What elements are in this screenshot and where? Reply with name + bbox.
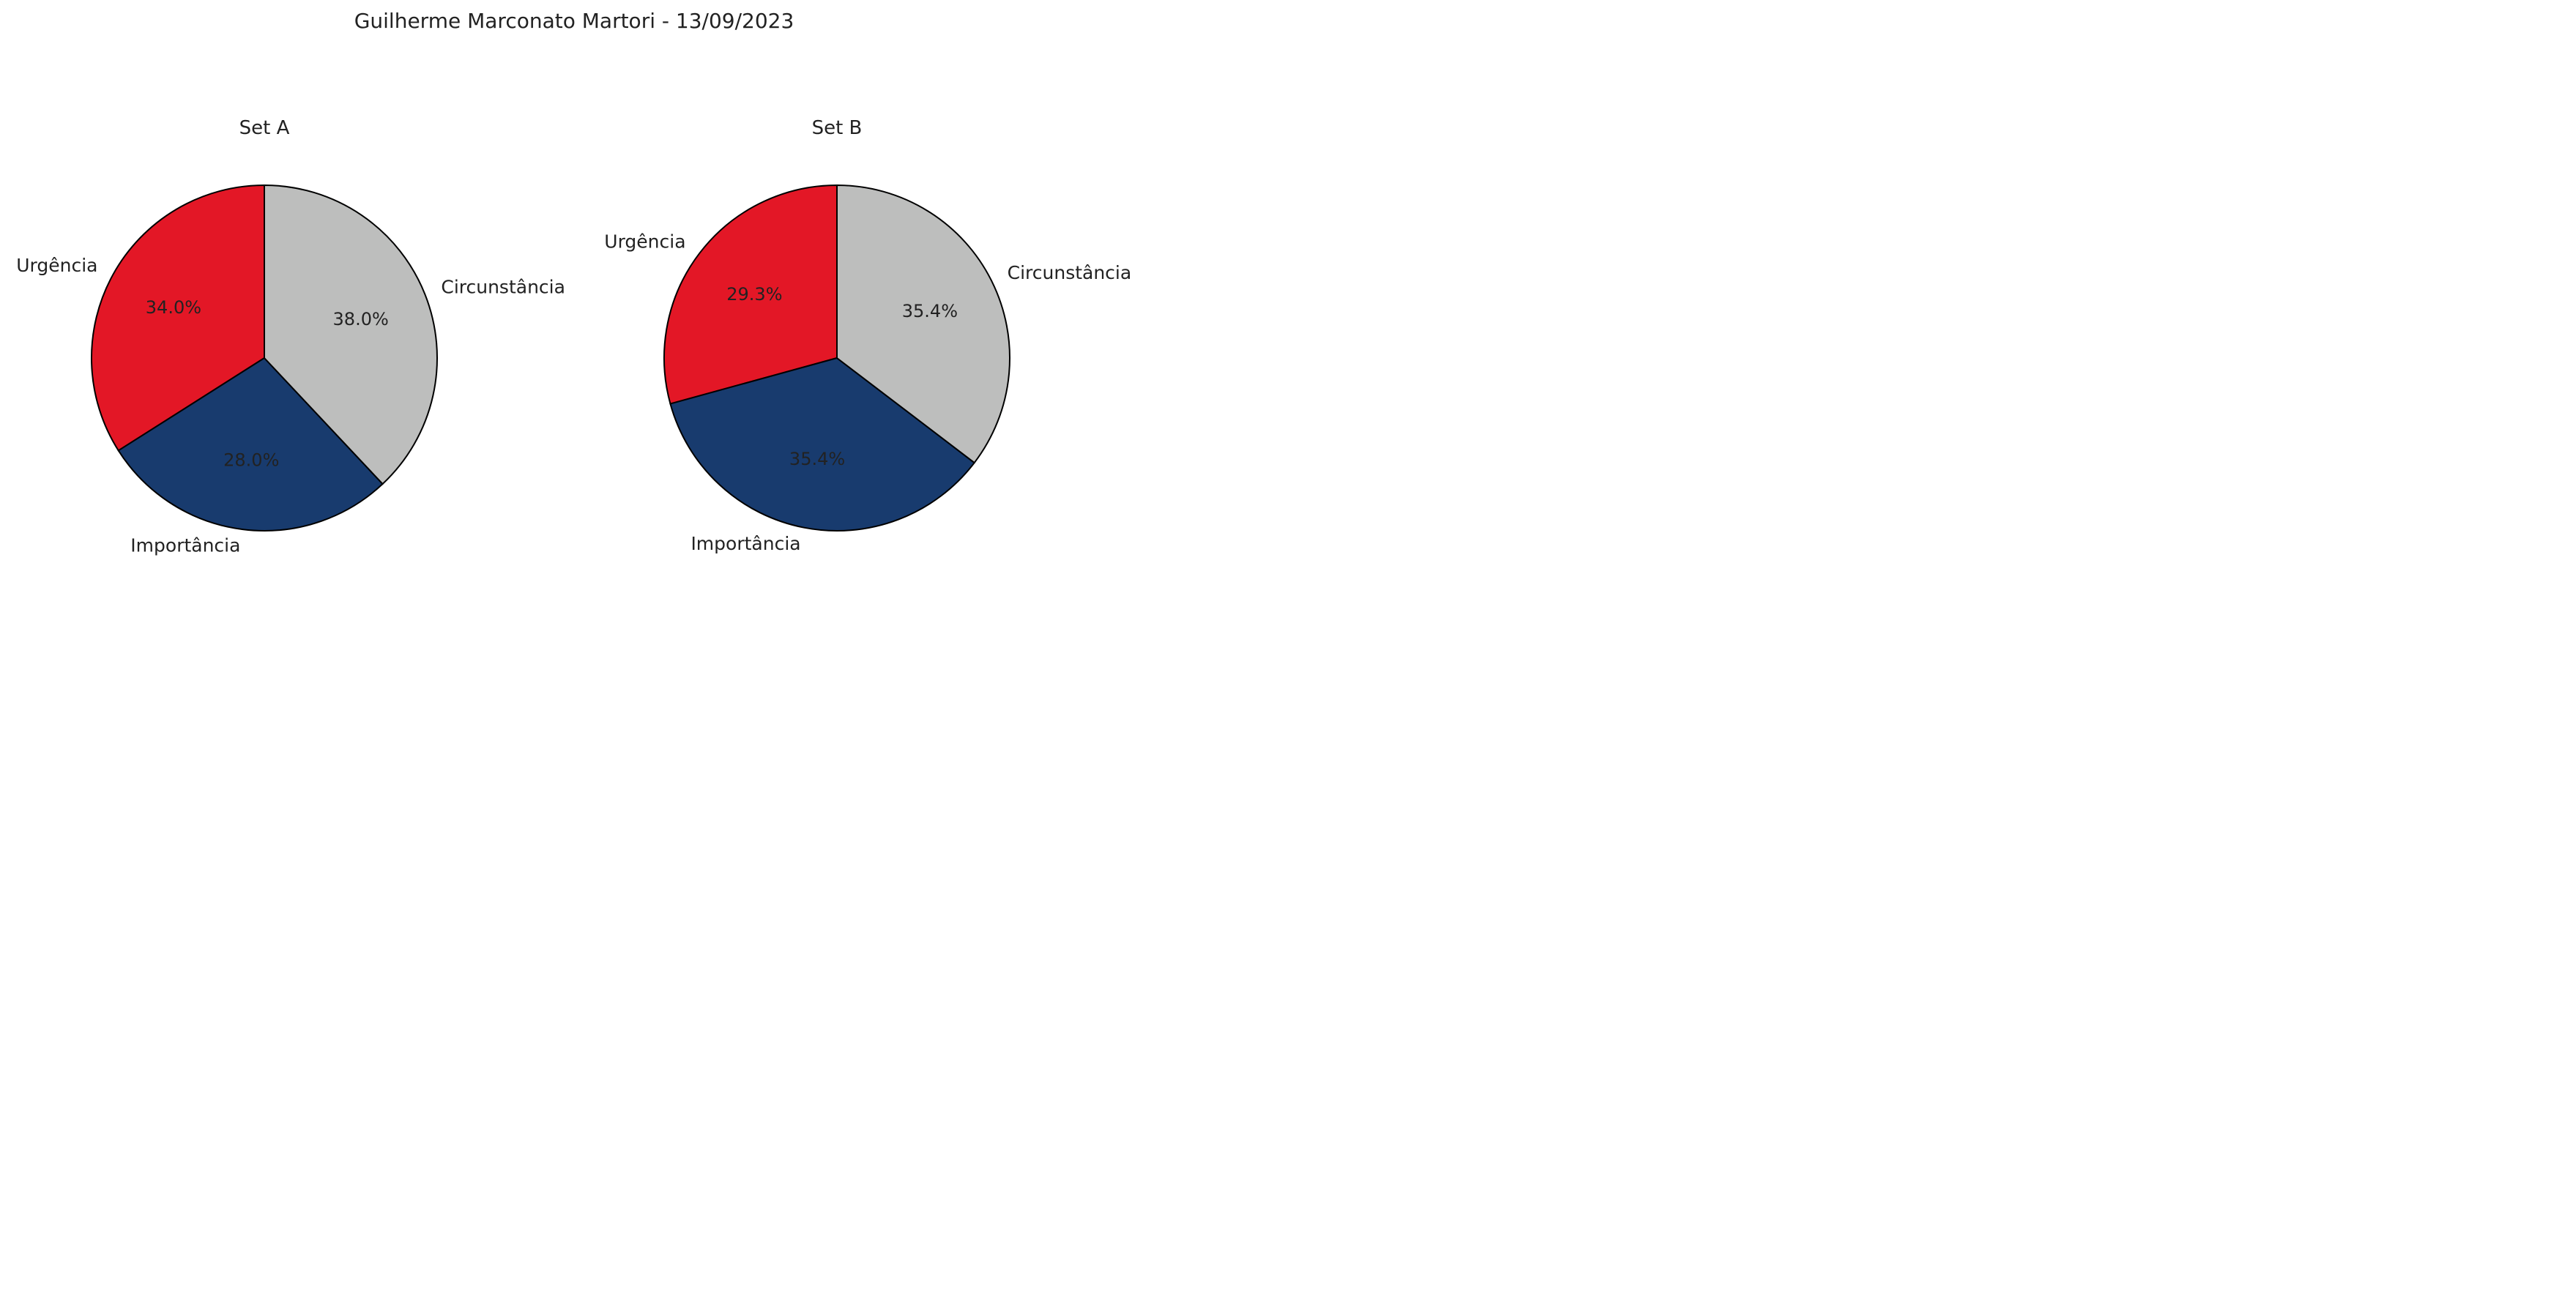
pie-value-label-importancia: 28.0%: [223, 450, 279, 470]
pie-label-importancia: Importância: [130, 535, 240, 556]
pie-label-circunstancia: Circunstância: [1008, 262, 1132, 283]
pie-slice-circunstancia: [836, 184, 1010, 464]
pie-slice-urgencia: [91, 184, 265, 452]
pie-label-urgencia: Urgência: [604, 231, 685, 253]
pie-slice-importancia: [117, 357, 384, 532]
pie-value-label-urgencia: 34.0%: [146, 297, 201, 318]
pie-chart-set-a: Set A Urgência 34.0% Importância 28.0% Circu…: [16, 117, 565, 556]
pie-title-set-a: Set A: [239, 117, 290, 139]
pie-slice-importancia: [669, 357, 976, 532]
pie-label-importancia: Importância: [690, 533, 800, 554]
pie-value-label-circunstancia: 35.4%: [902, 301, 958, 321]
pie-value-label-importancia: 35.4%: [789, 449, 845, 469]
pie-value-label-urgencia: 29.3%: [726, 284, 782, 305]
pie-label-urgencia: Urgência: [16, 255, 97, 276]
pie-label-circunstancia: Circunstância: [441, 276, 565, 297]
figure-suptitle: Guilherme Marconato Martori - 13/09/2023: [354, 9, 794, 33]
pie-title-set-b: Set B: [812, 117, 863, 139]
pie-slice-circunstancia: [264, 184, 438, 485]
pie-chart-set-b: Set B Urgência 29.3% Importância 35.4% Circu…: [604, 117, 1131, 554]
figure-canvas: Guilherme Marconato Martori - 13/09/2023…: [16, 9, 1131, 556]
pie-slice-urgencia: [663, 184, 838, 405]
pie-value-label-circunstancia: 38.0%: [333, 309, 389, 329]
